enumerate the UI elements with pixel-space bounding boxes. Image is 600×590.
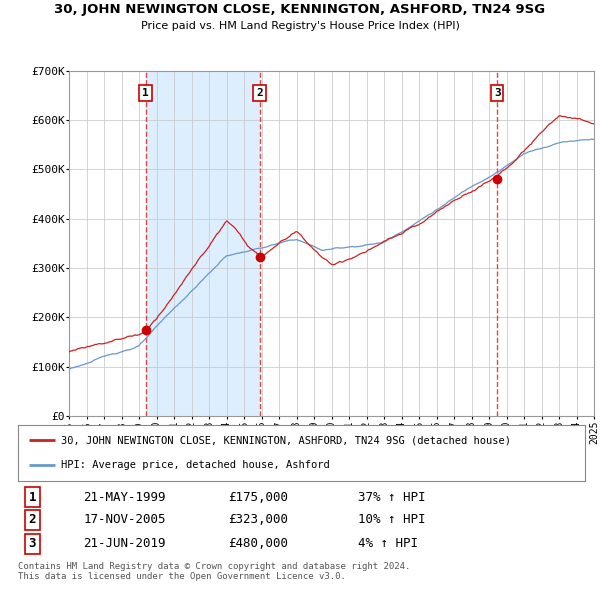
Text: 2: 2 [28, 513, 36, 526]
Text: 2: 2 [256, 88, 263, 98]
Text: 21-JUN-2019: 21-JUN-2019 [83, 537, 166, 550]
Text: 21-MAY-1999: 21-MAY-1999 [83, 491, 166, 504]
Text: Price paid vs. HM Land Registry's House Price Index (HPI): Price paid vs. HM Land Registry's House … [140, 21, 460, 31]
Text: 1: 1 [28, 491, 36, 504]
Text: 10% ↑ HPI: 10% ↑ HPI [358, 513, 426, 526]
Text: £323,000: £323,000 [228, 513, 288, 526]
Text: HPI: Average price, detached house, Ashford: HPI: Average price, detached house, Ashf… [61, 460, 329, 470]
Text: 30, JOHN NEWINGTON CLOSE, KENNINGTON, ASHFORD, TN24 9SG: 30, JOHN NEWINGTON CLOSE, KENNINGTON, AS… [55, 3, 545, 16]
Bar [146, 71, 260, 416]
Text: 4% ↑ HPI: 4% ↑ HPI [358, 537, 418, 550]
Text: £480,000: £480,000 [228, 537, 288, 550]
Text: 3: 3 [494, 88, 500, 98]
Text: 17-NOV-2005: 17-NOV-2005 [83, 513, 166, 526]
Text: 30, JOHN NEWINGTON CLOSE, KENNINGTON, ASHFORD, TN24 9SG (detached house): 30, JOHN NEWINGTON CLOSE, KENNINGTON, AS… [61, 435, 511, 445]
Text: 3: 3 [28, 537, 36, 550]
Text: Contains HM Land Registry data © Crown copyright and database right 2024.
This d: Contains HM Land Registry data © Crown c… [18, 562, 410, 581]
Text: 37% ↑ HPI: 37% ↑ HPI [358, 491, 426, 504]
Text: £175,000: £175,000 [228, 491, 288, 504]
Text: 1: 1 [142, 88, 149, 98]
